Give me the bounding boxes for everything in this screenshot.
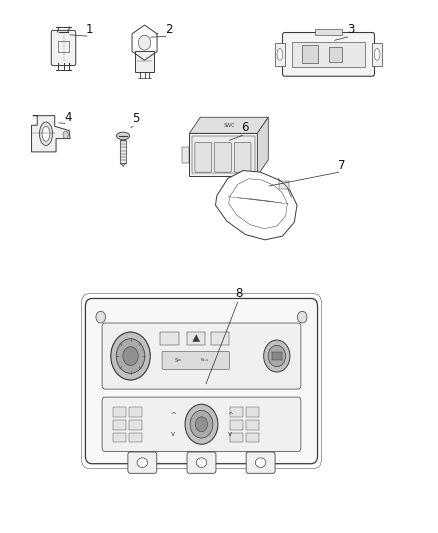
Ellipse shape (195, 417, 208, 432)
Bar (211, 332, 229, 345)
Ellipse shape (42, 126, 50, 141)
Text: v: v (171, 431, 175, 437)
Ellipse shape (111, 332, 150, 380)
FancyBboxPatch shape (102, 397, 301, 451)
Ellipse shape (39, 122, 53, 146)
Ellipse shape (264, 340, 290, 372)
Bar (187, 332, 205, 345)
Bar (113, 433, 126, 442)
Bar (129, 433, 142, 442)
Bar (113, 407, 126, 417)
Bar (129, 407, 142, 417)
Bar (160, 332, 179, 345)
Text: 5: 5 (132, 112, 139, 125)
Text: 2: 2 (165, 23, 173, 36)
Bar (120, 140, 126, 163)
Bar (279, 181, 289, 189)
Bar (192, 136, 255, 173)
Bar (113, 420, 126, 430)
FancyBboxPatch shape (187, 452, 216, 473)
Bar (129, 420, 142, 430)
Polygon shape (257, 117, 268, 176)
Bar (272, 352, 282, 360)
Text: ^: ^ (227, 411, 233, 418)
FancyBboxPatch shape (246, 452, 275, 473)
FancyBboxPatch shape (102, 323, 301, 389)
Bar (135, 51, 154, 72)
FancyBboxPatch shape (215, 142, 231, 172)
Polygon shape (32, 116, 70, 152)
Text: SWC: SWC (223, 123, 234, 128)
Ellipse shape (190, 410, 213, 438)
Bar (315, 29, 342, 35)
Bar (246, 433, 259, 442)
Bar (293, 42, 364, 67)
FancyBboxPatch shape (128, 452, 157, 473)
Text: Fa-s: Fa-s (201, 358, 209, 362)
Ellipse shape (137, 458, 148, 467)
Ellipse shape (268, 345, 286, 367)
Ellipse shape (63, 131, 68, 139)
Bar (58, 41, 69, 52)
Bar (181, 147, 189, 163)
Bar (246, 407, 259, 417)
Text: 3: 3 (347, 23, 354, 36)
Text: 8: 8 (235, 287, 242, 300)
Text: 1: 1 (86, 23, 94, 36)
Ellipse shape (185, 405, 218, 445)
Ellipse shape (117, 132, 130, 140)
Ellipse shape (196, 458, 207, 467)
FancyBboxPatch shape (195, 142, 212, 172)
FancyBboxPatch shape (51, 30, 76, 66)
Text: 4: 4 (64, 111, 72, 124)
Ellipse shape (255, 458, 266, 467)
Bar (189, 133, 258, 176)
Ellipse shape (277, 49, 283, 60)
Bar (230, 407, 243, 417)
Text: 6: 6 (241, 122, 249, 134)
Bar (302, 45, 318, 63)
Bar (328, 47, 342, 62)
Text: 7: 7 (338, 159, 346, 172)
Bar (372, 43, 382, 66)
Text: ^: ^ (170, 411, 176, 418)
Ellipse shape (374, 49, 380, 60)
Ellipse shape (96, 311, 106, 323)
Bar (230, 433, 243, 442)
Polygon shape (189, 117, 268, 133)
Ellipse shape (123, 346, 138, 366)
FancyBboxPatch shape (162, 351, 230, 369)
Polygon shape (215, 171, 297, 240)
Bar (275, 43, 285, 66)
Polygon shape (193, 335, 200, 342)
Ellipse shape (117, 339, 145, 373)
Ellipse shape (297, 311, 307, 323)
FancyBboxPatch shape (283, 33, 374, 76)
Ellipse shape (138, 35, 151, 50)
Bar (230, 420, 243, 430)
Bar (246, 420, 259, 430)
FancyBboxPatch shape (234, 142, 251, 172)
Text: S=: S= (175, 358, 182, 363)
Text: v: v (228, 431, 232, 437)
FancyBboxPatch shape (85, 298, 318, 464)
